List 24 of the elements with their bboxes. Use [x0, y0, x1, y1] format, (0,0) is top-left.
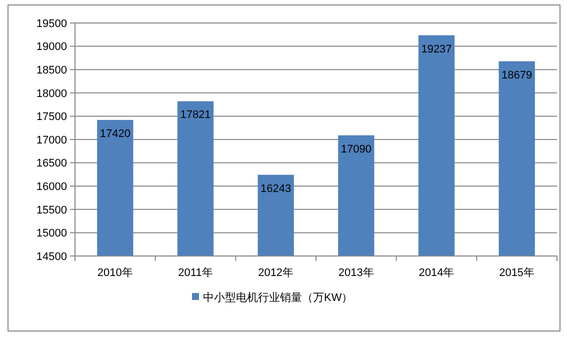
- x-tick-label: 2012年: [258, 267, 294, 279]
- y-tick-label: 17500: [36, 111, 67, 124]
- data-label: 17821: [180, 109, 211, 122]
- y-tick-label: 15500: [36, 204, 67, 216]
- y-tick-label: 17000: [36, 134, 67, 146]
- x-tick-label: 2011年: [178, 267, 213, 279]
- data-label: 17090: [340, 143, 372, 156]
- data-label: 17420: [100, 128, 130, 140]
- y-tick-label: 18500: [36, 64, 67, 76]
- data-label: 16243: [260, 182, 292, 195]
- data-label: 19237: [421, 43, 452, 56]
- y-tick-label: 18000: [36, 88, 67, 100]
- legend-label: 中小型电机行业销量（万KW）: [203, 290, 353, 304]
- x-tick-label: 2010年: [97, 267, 133, 279]
- y-tick-label: 15000: [36, 228, 67, 240]
- data-label: 18679: [502, 69, 532, 82]
- x-tick-label: 2015年: [499, 267, 535, 279]
- y-tick-label: 16500: [36, 158, 67, 170]
- x-tick-label: 2013年: [338, 267, 374, 279]
- y-tick-label: 19000: [36, 41, 67, 54]
- y-tick-label: 14500: [36, 250, 67, 263]
- y-tick-label: 16000: [36, 180, 67, 193]
- x-tick-label: 2014年: [418, 267, 454, 279]
- y-tick-label: 19500: [36, 18, 67, 30]
